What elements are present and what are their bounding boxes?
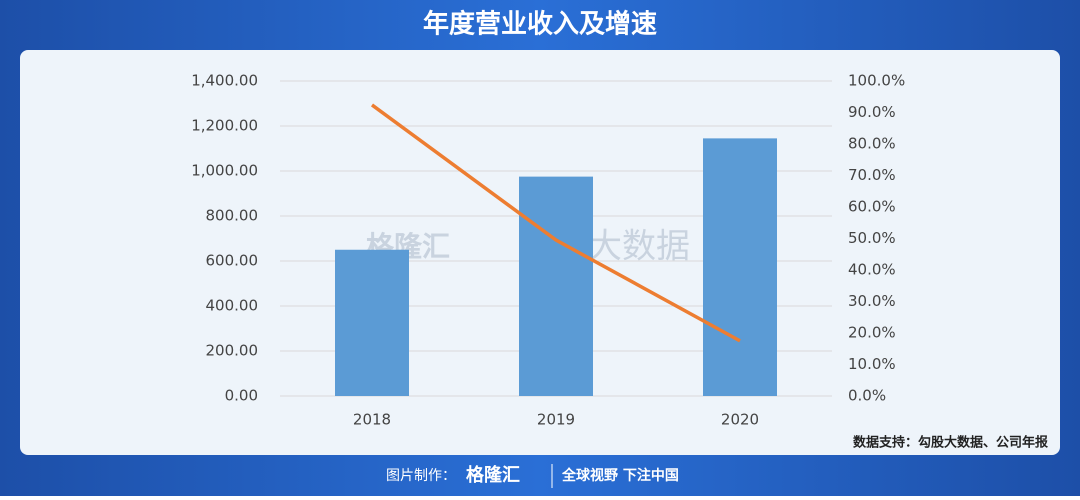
y-tick-label: 1,400.00 [191, 72, 258, 90]
y-tick-label: 400.00 [206, 297, 259, 315]
footer-slogan: 全球视野 下注中国 [561, 467, 679, 484]
line [370, 103, 741, 343]
y2-tick-label: 40.0% [848, 261, 896, 279]
y-tick-label: 1,200.00 [191, 117, 258, 135]
x-tick-label: 2019 [537, 411, 575, 429]
bar [519, 176, 593, 396]
y-tick-label: 1,000.00 [191, 162, 258, 180]
y-tick-label: 600.00 [206, 252, 259, 270]
x-tick-label: 2020 [721, 411, 759, 429]
y2-tick-label: 10.0% [848, 355, 896, 373]
x-tick-label: 2018 [353, 411, 391, 429]
plot: 0.00 200.00 400.00 600.00 800.00 1,000.00 1,20… [191, 72, 905, 429]
y2-tick-label: 20.0% [848, 324, 896, 342]
y2-tick-label: 50.0% [848, 229, 896, 247]
y-tick-label: 0.00 [225, 387, 258, 405]
y-tick-label: 200.00 [206, 342, 259, 360]
y2-tick-label: 80.0% [848, 135, 896, 153]
y2-tick-label: 0.0% [848, 387, 886, 405]
footer-brand: 格隆汇 [466, 464, 520, 486]
y2-tick-label: 70.0% [848, 166, 896, 184]
y2-tick-label: 60.0% [848, 198, 896, 216]
source: 数据支持：勾股大数据、公司年报 [853, 435, 1049, 451]
chart-title: 年度营业收入及增速 [423, 9, 657, 40]
y-tick-label: 800.00 [206, 207, 259, 225]
footer-label: 图片制作： [386, 468, 456, 484]
y2-tick-label: 90.0% [848, 103, 896, 121]
y2-tick-label: 100.0% [848, 72, 905, 90]
y2-tick-label: 30.0% [848, 292, 896, 310]
bar [335, 249, 409, 396]
bar [703, 138, 777, 396]
